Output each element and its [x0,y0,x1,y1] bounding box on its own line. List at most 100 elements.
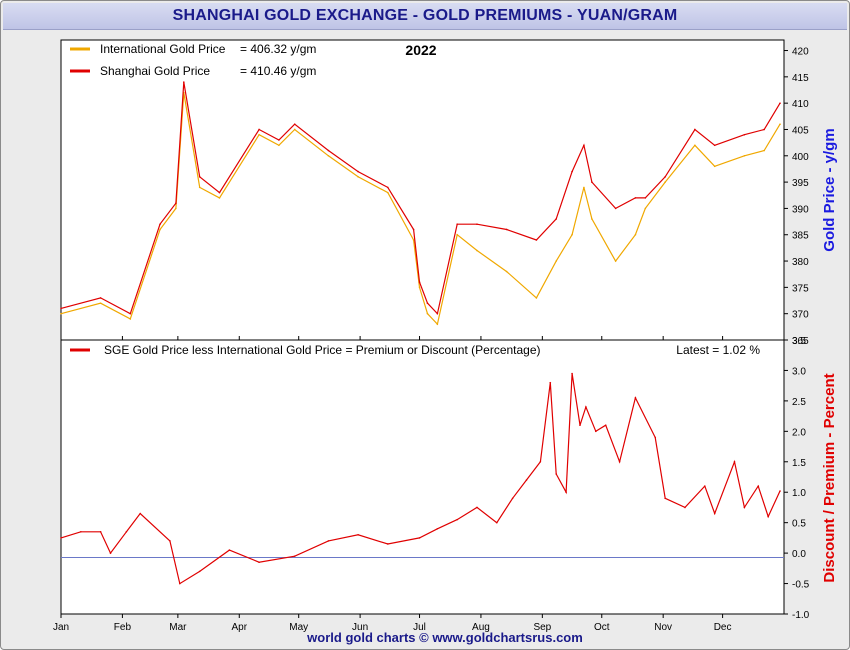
data-point [387,543,389,545]
data-point [228,549,231,551]
data-point [426,302,429,304]
x-tick-label: Oct [594,622,610,633]
data-point [99,297,102,299]
data-point [278,144,280,147]
data-point [694,144,696,147]
data-point [604,424,607,427]
data-point [60,307,62,310]
data-point [293,123,296,126]
data-point [476,223,478,226]
y-tick-label: 2.0 [792,427,806,438]
data-point [713,512,716,515]
data-point [539,460,542,463]
data-point [129,312,132,315]
y-tick-label: 370 [792,310,809,321]
series-layer [60,81,781,585]
data-point [614,207,617,210]
data-point [779,490,781,492]
data-point [198,186,201,189]
x-axis: Jan Feb Mar Apr May Jun Jul Aug Sep Oct Nov Dec [53,336,732,633]
data-point [99,302,102,304]
data-point [634,197,637,199]
data-point [555,473,558,475]
top-y-axis: 365 370 375 380 385 390 395 400 405 410 415 420 [784,47,809,347]
data-point [511,497,514,500]
data-point [198,176,201,178]
data-point [357,534,359,536]
data-point [525,479,528,481]
data-point [60,312,62,315]
legend-value-international: = 406.32 y/gm [240,42,316,56]
data-point [327,540,330,542]
data-point [555,218,558,220]
x-tick-label: Feb [114,622,132,633]
data-point [258,561,260,564]
data-point [733,460,736,463]
data-point [179,582,181,585]
data-point [713,144,716,147]
y-tick-label: 390 [792,204,809,215]
data-point [614,260,617,262]
data-point [278,139,280,141]
data-point [634,233,637,236]
y-tick-label: 3.5 [792,336,806,347]
data-point [571,233,573,236]
data-point [505,228,508,231]
x-tick-label: May [289,622,308,633]
data-point [565,491,567,494]
data-point [476,249,478,252]
data-point [218,191,221,194]
data-point [535,297,538,299]
data-point [129,318,132,320]
data-point [634,397,637,399]
data-point [456,223,458,226]
data-point [767,515,769,518]
x-tick-label: Jan [53,622,69,633]
y-tick-label: -1.0 [792,610,810,621]
data-point [357,176,359,178]
x-tick-label: Jun [352,622,368,633]
x-tick-label: Jul [413,622,426,633]
data-point [412,228,415,231]
data-point [99,531,102,533]
y-tick-label: -0.5 [792,580,810,591]
y-tick-label: 3.0 [792,366,806,377]
data-point [418,537,421,539]
data-point [595,430,597,433]
data-point [644,207,647,210]
data-point [183,81,185,83]
data-point [618,460,621,463]
footer-credit: world gold charts © www.goldchartsrus.co… [306,630,583,645]
data-point [456,518,458,521]
y-tick-label: 400 [792,152,809,163]
legend-label-international: International Gold Price [100,42,226,56]
data-point [583,144,585,147]
data-point [327,149,330,152]
data-point [436,312,439,315]
data-point [664,181,666,183]
x-tick-label: Dec [714,622,732,633]
data-point [327,154,330,157]
data-point [258,128,260,131]
data-point [169,540,171,542]
y-tick-label: 1.5 [792,458,806,469]
y-tick-label: 395 [792,178,809,189]
data-point [476,506,478,509]
data-point [555,260,558,262]
title-bar: SHANGHAI GOLD EXCHANGE - GOLD PREMIUMS -… [3,3,847,30]
data-point [109,552,112,554]
y-tick-label: 405 [792,125,809,136]
legend-label-shanghai: Shanghai Gold Price [100,64,210,78]
bottom-axis-title: Discount / Premium - Percent [821,373,838,582]
legend-value-shanghai: = 410.46 y/gm [240,64,316,78]
data-point [412,239,415,241]
data-point [175,202,177,204]
data-point [779,123,781,126]
data-point [139,512,142,515]
data-point [387,191,389,194]
x-tick-label: Apr [231,622,247,633]
data-point [293,555,296,557]
data-point [218,197,221,199]
data-point [579,424,581,427]
data-point [763,128,765,131]
